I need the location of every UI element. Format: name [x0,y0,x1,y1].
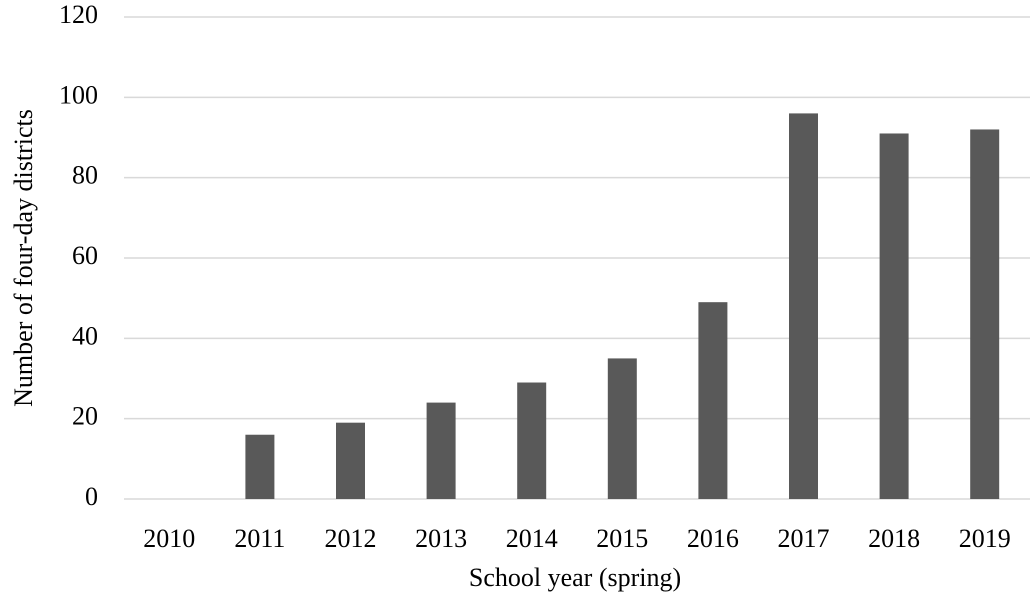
bar [607,358,637,499]
bar [245,434,275,499]
x-tick-label: 2018 [868,524,920,553]
y-tick-label: 20 [72,402,98,431]
x-tick-label: 2012 [325,524,377,553]
y-tick-label: 80 [72,161,98,190]
bar [517,382,547,499]
x-tick-label: 2011 [234,524,285,553]
bar [970,129,1000,499]
y-tick-label: 0 [85,482,98,511]
y-tick-label: 60 [72,241,98,270]
bar [426,402,456,499]
x-axis-title: School year (spring) [469,563,681,592]
x-tick-label: 2016 [687,524,739,553]
bar [336,422,365,499]
y-tick-label: 120 [59,0,98,29]
y-axis-title: Number of four-day districts [9,109,38,407]
bar [698,302,728,499]
bar [789,113,818,500]
x-tick-label: 2010 [143,524,195,553]
x-tick-label: 2014 [506,524,558,553]
x-tick-label: 2013 [415,524,467,553]
x-tick-label: 2015 [596,524,648,553]
bar [879,133,909,499]
y-tick-label: 100 [59,80,98,109]
x-tick-label: 2019 [959,524,1011,553]
x-tick-label: 2017 [778,524,830,553]
y-tick-label: 40 [72,321,98,350]
